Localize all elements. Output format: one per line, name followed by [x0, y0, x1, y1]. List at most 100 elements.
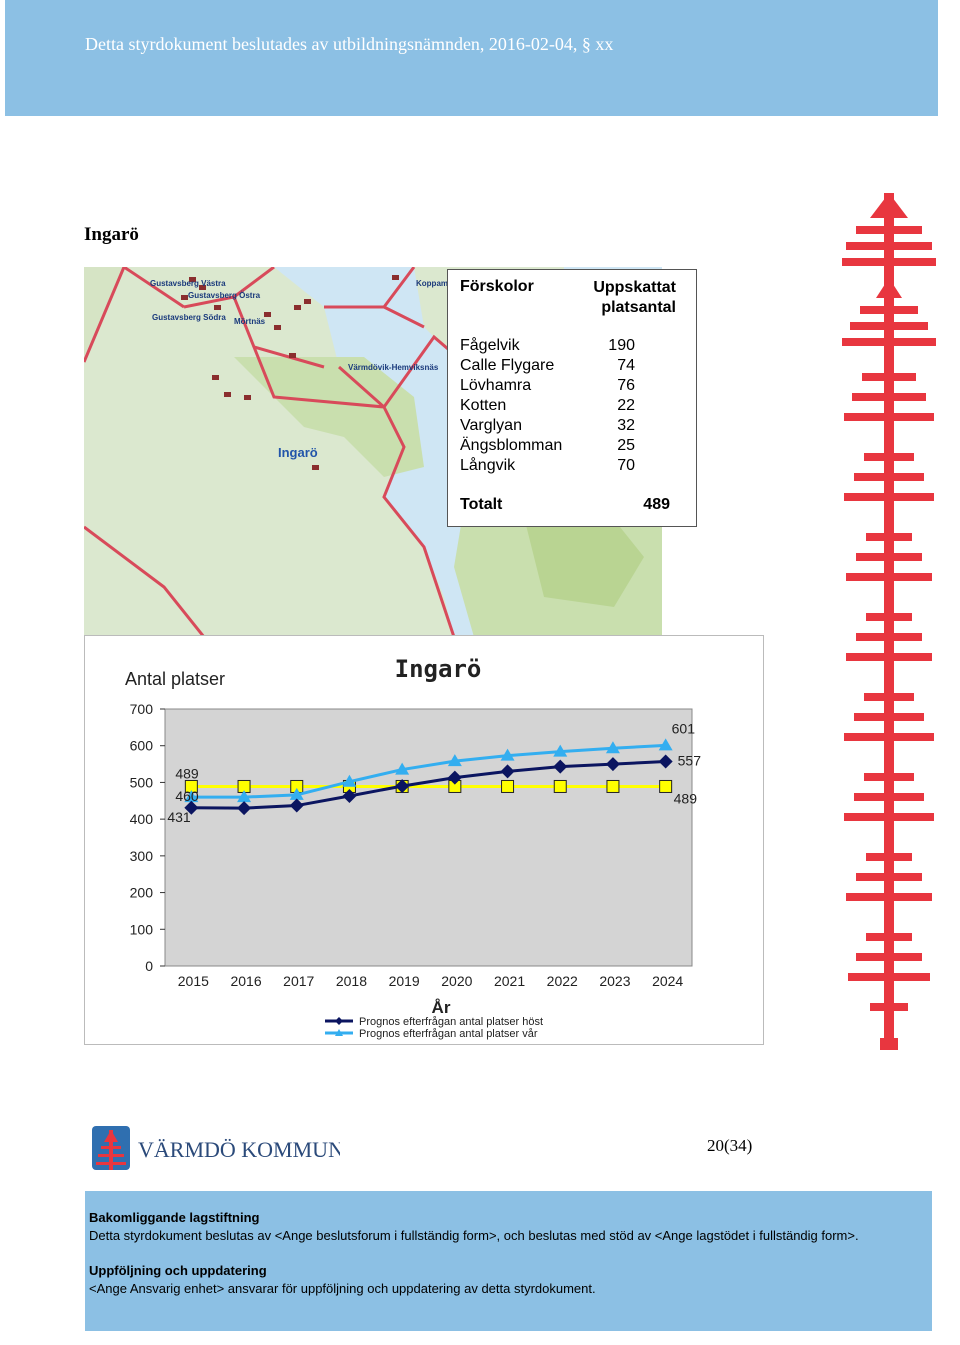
data-label: 460: [175, 788, 199, 804]
legend-label: Prognos efterfrågan antal platser vår: [359, 1028, 538, 1040]
map-label: Värmdövik-Hemviksnäs: [348, 363, 439, 372]
table-total-row: Totalt 489: [460, 496, 670, 514]
plot-area: [164, 708, 693, 967]
data-label: 557: [678, 753, 702, 769]
map-label: Gustavsberg Södra: [152, 313, 226, 322]
y-tick-label: 600: [130, 738, 154, 754]
x-tick-label: 2022: [547, 973, 578, 989]
data-point-triangle: [395, 762, 410, 775]
row-value: 190: [608, 337, 635, 354]
section-title: Ingarö: [84, 224, 139, 245]
data-label: 431: [167, 809, 191, 825]
data-point-triangle: [553, 744, 568, 757]
footer-heading-followup: Uppföljning och uppdatering: [89, 1263, 267, 1278]
x-tick-label: 2016: [230, 973, 261, 989]
y-tick-label: 400: [130, 811, 154, 827]
row-name: Lövhamra: [460, 377, 532, 394]
logo-text: VÄRMDÖ KOMMUN: [138, 1137, 340, 1162]
x-tick-label: 2015: [178, 973, 209, 989]
footer-text-legislation: Detta styrdokument beslutas av <Ange bes…: [89, 1228, 859, 1243]
preschool-table: Förskolor Uppskattat platsantal Fågelvik…: [447, 269, 697, 527]
row-name: Calle Flygare: [460, 357, 555, 374]
table-row: Kotten 22: [460, 396, 635, 416]
table-row: Fågelvik 190: [460, 336, 635, 356]
data-point-square: [553, 779, 567, 793]
series-line: [191, 760, 666, 810]
footer-band: Bakomliggande lagstiftning Detta styrdok…: [85, 1191, 932, 1331]
series-line: [191, 743, 666, 799]
row-value: 76: [617, 377, 635, 394]
legend-marker: [335, 1029, 343, 1036]
table-row: Varglyan 32: [460, 416, 635, 436]
y-tick-label: 0: [145, 958, 153, 974]
x-tick-label: 2019: [389, 973, 420, 989]
x-tick-label: 2017: [283, 973, 314, 989]
table-header-capacity: Uppskattat platsantal: [593, 278, 676, 318]
x-tick-label: 2020: [441, 973, 472, 989]
chart: 0 100 200 300 400 500 600 700 2015 2016 2017 2018 20…: [84, 635, 764, 1045]
data-point-diamond: [395, 779, 410, 794]
data-point-diamond: [342, 789, 357, 804]
x-tick-label: 2024: [652, 973, 683, 989]
data-point-triangle: [237, 790, 252, 803]
chart-svg: 0 100 200 300 400 500 600 700 2015 2016 2017 2018 20…: [125, 655, 702, 1040]
legend-marker: [335, 1017, 343, 1025]
data-label: 489: [674, 790, 698, 806]
total-label: Totalt: [460, 496, 503, 513]
data-label: 489: [175, 765, 199, 781]
data-point-diamond: [289, 798, 304, 813]
header-band: Detta styrdokument beslutades av utbildn…: [5, 0, 938, 116]
y-tick-label: 500: [130, 774, 154, 790]
data-point-diamond: [500, 764, 515, 779]
chart-title: Ingarö: [395, 655, 482, 683]
data-point-diamond: [447, 770, 462, 785]
row-value: 25: [617, 437, 635, 454]
data-point-square: [606, 779, 620, 793]
map-label: Mörtnäs: [234, 317, 266, 326]
data-point-square: [501, 779, 515, 793]
row-value: 70: [617, 457, 635, 474]
row-name: Ängsblomman: [460, 437, 563, 454]
y-tick-label: 700: [130, 701, 154, 717]
data-point-triangle: [342, 774, 357, 787]
table-row: Lövhamra 76: [460, 376, 635, 396]
varmdo-logo: VÄRMDÖ KOMMUN: [92, 1126, 340, 1170]
table-header-capacity-line2: platsantal: [601, 299, 676, 316]
data-point-triangle: [658, 738, 673, 751]
data-point-triangle: [184, 790, 199, 803]
data-point-triangle: [605, 741, 620, 754]
data-label: 601: [672, 720, 696, 736]
table-row: Ängsblomman 25: [460, 436, 635, 456]
data-point-diamond: [553, 759, 568, 774]
data-point-triangle: [289, 787, 304, 800]
footer-text-followup: <Ange Ansvarig enhet> ansvarar för uppfö…: [89, 1281, 596, 1296]
x-tick-label: 2018: [336, 973, 367, 989]
y-tick-label: 100: [130, 921, 154, 937]
data-point-triangle: [447, 754, 462, 767]
x-tick-label: 2023: [599, 973, 630, 989]
map-label: Ingarö: [278, 445, 318, 460]
row-value: 74: [617, 357, 635, 374]
total-value: 489: [643, 496, 670, 513]
data-point-diamond: [658, 754, 673, 769]
row-name: Kotten: [460, 397, 507, 414]
map-label: Koppamo: [416, 279, 453, 288]
data-point-diamond: [605, 757, 620, 772]
row-name: Varglyan: [460, 417, 522, 434]
logo-emblem-icon: [92, 1126, 130, 1170]
header-text: Detta styrdokument beslutades av utbildn…: [85, 34, 614, 54]
data-point-diamond: [184, 800, 199, 815]
y-tick-label: 200: [130, 885, 154, 901]
row-name: Långvik: [460, 457, 516, 474]
legend-label: Prognos efterfrågan antal platser höst: [359, 1016, 543, 1028]
map-label: Gustavsberg Västra: [150, 279, 226, 288]
x-tick-label: 2021: [494, 973, 525, 989]
row-value: 22: [617, 397, 635, 414]
decorative-pattern: [842, 193, 936, 1050]
table-header-capacity-line1: Uppskattat: [593, 279, 676, 296]
data-point-square: [659, 779, 673, 793]
table-row: Calle Flygare 74: [460, 356, 635, 376]
table-row: Långvik 70: [460, 456, 635, 476]
map-label: Gustavsberg Östra: [188, 291, 261, 300]
data-point-diamond: [237, 801, 252, 816]
